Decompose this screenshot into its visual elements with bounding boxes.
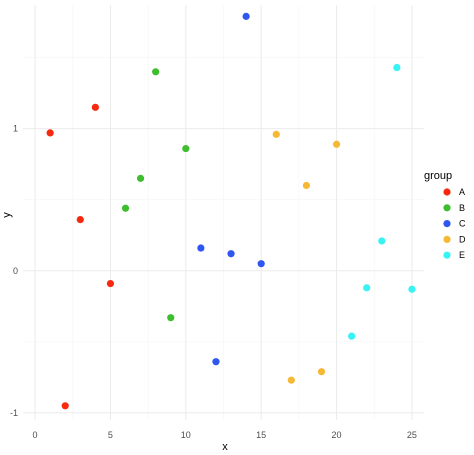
x-tick-label: 25 [407, 430, 417, 440]
data-point-c [227, 250, 235, 258]
data-point-c [197, 244, 205, 252]
data-point-a [91, 103, 99, 111]
data-point-e [348, 332, 356, 340]
data-point-e [408, 285, 416, 293]
data-point-b [182, 144, 190, 153]
legend-key-b [443, 204, 451, 212]
legend-label-a: A [459, 187, 465, 197]
x-tick-label: 10 [181, 430, 191, 440]
legend-label-b: B [459, 203, 465, 213]
legend-label-d: D [459, 234, 466, 244]
data-point-d [302, 181, 311, 190]
legend-key-d [443, 235, 451, 243]
legend-label-c: C [459, 219, 466, 229]
legend-label-e: E [459, 250, 465, 260]
data-point-d [332, 140, 341, 148]
data-point-a [46, 129, 54, 137]
x-tick-label: 0 [33, 430, 38, 440]
x-axis-title: x [222, 441, 228, 453]
legend-key-c [443, 220, 451, 228]
y-axis-title: y [1, 212, 13, 218]
data-point-d [317, 368, 326, 376]
data-point-c [212, 358, 220, 366]
data-point-a [76, 216, 84, 224]
x-tick-label: 5 [108, 430, 113, 440]
x-tick-label: 20 [332, 430, 342, 440]
data-point-d [272, 130, 280, 138]
grid [23, 5, 424, 420]
axis-ticks: 0 5 10 15 20 25 -1 0 1 [10, 124, 417, 440]
y-tick-label: 0 [13, 266, 18, 276]
data-point-c [242, 12, 250, 20]
y-tick-label: -1 [10, 408, 18, 418]
data-points [46, 12, 416, 410]
legend-title: group [424, 170, 452, 182]
data-point-b [152, 68, 160, 76]
legend-key-a [443, 188, 451, 196]
data-point-b [136, 174, 145, 182]
data-point-a [61, 402, 69, 410]
data-point-e [378, 237, 386, 245]
data-point-d [287, 376, 295, 384]
data-point-a [106, 279, 115, 288]
legend-key-e [443, 251, 451, 259]
data-point-b [167, 314, 175, 322]
x-tick-label: 15 [256, 430, 266, 440]
data-point-e [363, 284, 371, 292]
y-tick-label: 1 [13, 124, 18, 134]
data-point-c [257, 260, 265, 268]
data-point-b [121, 204, 130, 212]
data-point-e [393, 63, 401, 72]
